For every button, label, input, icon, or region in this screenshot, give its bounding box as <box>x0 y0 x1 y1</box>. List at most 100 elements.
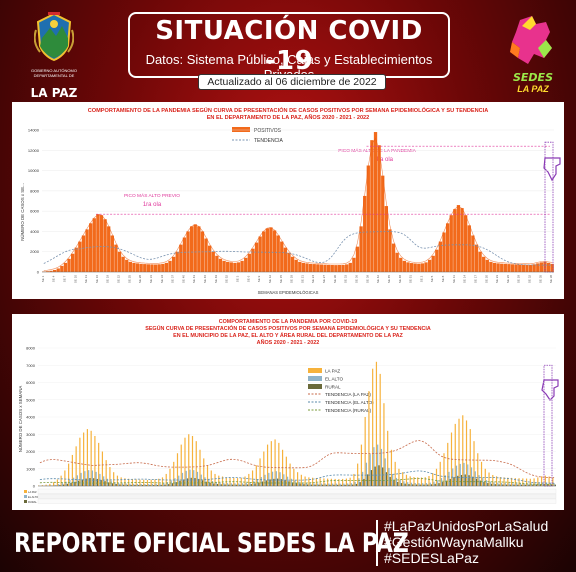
chart2-bar-rural <box>423 484 425 486</box>
logo-line1: GOBIERNO AUTÓNOMO <box>30 68 77 73</box>
chart1-bar <box>442 232 446 272</box>
chart2-bar-lapaz <box>139 479 141 486</box>
chart1-xtick: SE 8 <box>441 275 445 282</box>
chart2-bar-rural <box>513 484 515 486</box>
legend-elalto-swatch <box>308 376 322 381</box>
chart1-bar <box>355 246 360 272</box>
chart2-bar-rural <box>74 481 76 486</box>
chart1-xtick: SE 11 <box>452 275 456 283</box>
chart1-bar <box>262 231 266 272</box>
chart1-bar <box>251 248 255 272</box>
chart2-bar-elalto <box>84 471 86 486</box>
chart2-bar-elalto <box>429 482 431 486</box>
chart2-bar-elalto <box>50 485 52 486</box>
chart2-bar-lapaz <box>210 470 212 486</box>
chart2-bar-rural <box>483 482 485 486</box>
chart2-bar-rural <box>276 478 279 486</box>
chart2-bar-lapaz <box>278 442 280 486</box>
chart2-bar-lapaz <box>424 477 426 486</box>
chart2-bar-rural <box>487 483 489 486</box>
chart1-bar <box>204 238 208 272</box>
chart2-bar-elalto <box>388 467 390 486</box>
chart2-bar-rural <box>397 481 399 486</box>
chart2-bar-lapaz <box>417 477 419 486</box>
chart2-bar-elalto <box>260 477 262 486</box>
chart1-bar <box>334 265 338 272</box>
chart2-bar-elalto <box>425 483 428 486</box>
chart1-bar <box>298 261 302 272</box>
legend-lapaz-swatch <box>308 368 322 373</box>
chart2-bar-elalto <box>253 480 255 486</box>
chart2-bar-rural <box>250 484 252 486</box>
gobierno-la-paz-logo: GOBIERNO AUTÓNOMO DEPARTAMENTAL DE LA PA… <box>22 10 86 100</box>
chart2-bar-elalto <box>279 472 281 486</box>
chart2-bar-lapaz <box>383 403 385 486</box>
chart2-bar-elalto <box>185 470 187 486</box>
pointing-hand-icon <box>543 157 561 182</box>
chart1-bar <box>326 264 331 272</box>
chart1-bar <box>143 264 147 272</box>
chart2-bar-rural <box>246 484 249 486</box>
chart1-bar <box>417 263 421 272</box>
chart1-xtick: SE 20 <box>484 275 488 284</box>
chart2-bar-rural <box>295 483 297 486</box>
legend-tendencia-label: TENDENCIA <box>254 138 284 144</box>
chart1-bar <box>60 265 64 272</box>
chart1-bar <box>287 252 291 272</box>
chart1-ytick: 2000 <box>30 249 40 254</box>
chart2-bar-rural <box>333 484 335 486</box>
chart1-bar <box>413 263 417 272</box>
chart2-bar-lapaz <box>150 479 152 486</box>
chart2-bar-elalto <box>193 470 195 486</box>
chart2-bar-rural <box>63 484 65 486</box>
chart1-bar <box>85 229 89 272</box>
chart2-bar-rural <box>449 478 451 486</box>
chart2-bar-elalto <box>497 482 499 486</box>
chart1-bar <box>377 145 381 272</box>
chart2-bar-lapaz <box>169 468 171 486</box>
chart1-xtick: SE 2 <box>419 275 423 282</box>
chart2-bar-lapaz <box>364 417 366 486</box>
chart2-bar-rural <box>213 483 215 486</box>
chart2-bar-rural <box>265 480 267 486</box>
chart1-bar <box>157 264 161 272</box>
chart1-bar <box>395 252 399 272</box>
chart1-bar <box>139 263 143 272</box>
chart1-bar <box>283 247 288 272</box>
chart2-table-row <box>37 493 557 499</box>
chart2-bar-rural <box>325 484 327 486</box>
chart2-bar-lapaz <box>529 478 531 486</box>
chart2-bar-rural <box>280 479 282 486</box>
chart2-bar-lapaz <box>45 484 47 486</box>
chart2-bar-elalto <box>343 483 345 486</box>
chart2-bar-elalto <box>418 483 420 486</box>
chart2-bar-rural <box>472 476 474 486</box>
chart1-bar <box>507 264 511 272</box>
chart2-bar-rural <box>175 482 177 486</box>
chart2-bar-rural <box>430 484 433 486</box>
chart2-bar-elalto <box>463 462 465 486</box>
chart2-bar-lapaz <box>402 472 404 486</box>
chart2-bar-lapaz <box>454 423 456 486</box>
chart2-bar-lapaz <box>499 477 501 486</box>
chart1-xtick: SE 31 <box>149 275 153 284</box>
chart1-bar <box>305 263 309 272</box>
chart2-bar-lapaz <box>312 477 314 486</box>
chart1-ytick: 6000 <box>30 209 40 214</box>
chart2-bar-elalto <box>504 483 506 486</box>
footer: REPORTE OFICIAL SEDES LA PAZ #LaPazUnido… <box>0 514 576 572</box>
chart1-bar <box>92 218 96 272</box>
chart2-bar-elalto <box>482 478 484 486</box>
chart2-bar-lapaz <box>297 472 299 486</box>
chart1-bar <box>514 264 518 272</box>
chart1-xtick: SE 29 <box>517 275 521 284</box>
chart1-bar <box>70 253 75 272</box>
chart2-bar-elalto <box>519 483 521 486</box>
chart1-bar <box>312 264 316 272</box>
chart1-xtick: SE 36 <box>354 275 358 284</box>
chart2-bar-lapaz <box>255 465 257 486</box>
chart1-bar <box>532 264 536 272</box>
chart1-bar <box>366 165 370 272</box>
chart2-bar-elalto <box>399 480 401 486</box>
chart2-bar-lapaz <box>544 475 546 486</box>
